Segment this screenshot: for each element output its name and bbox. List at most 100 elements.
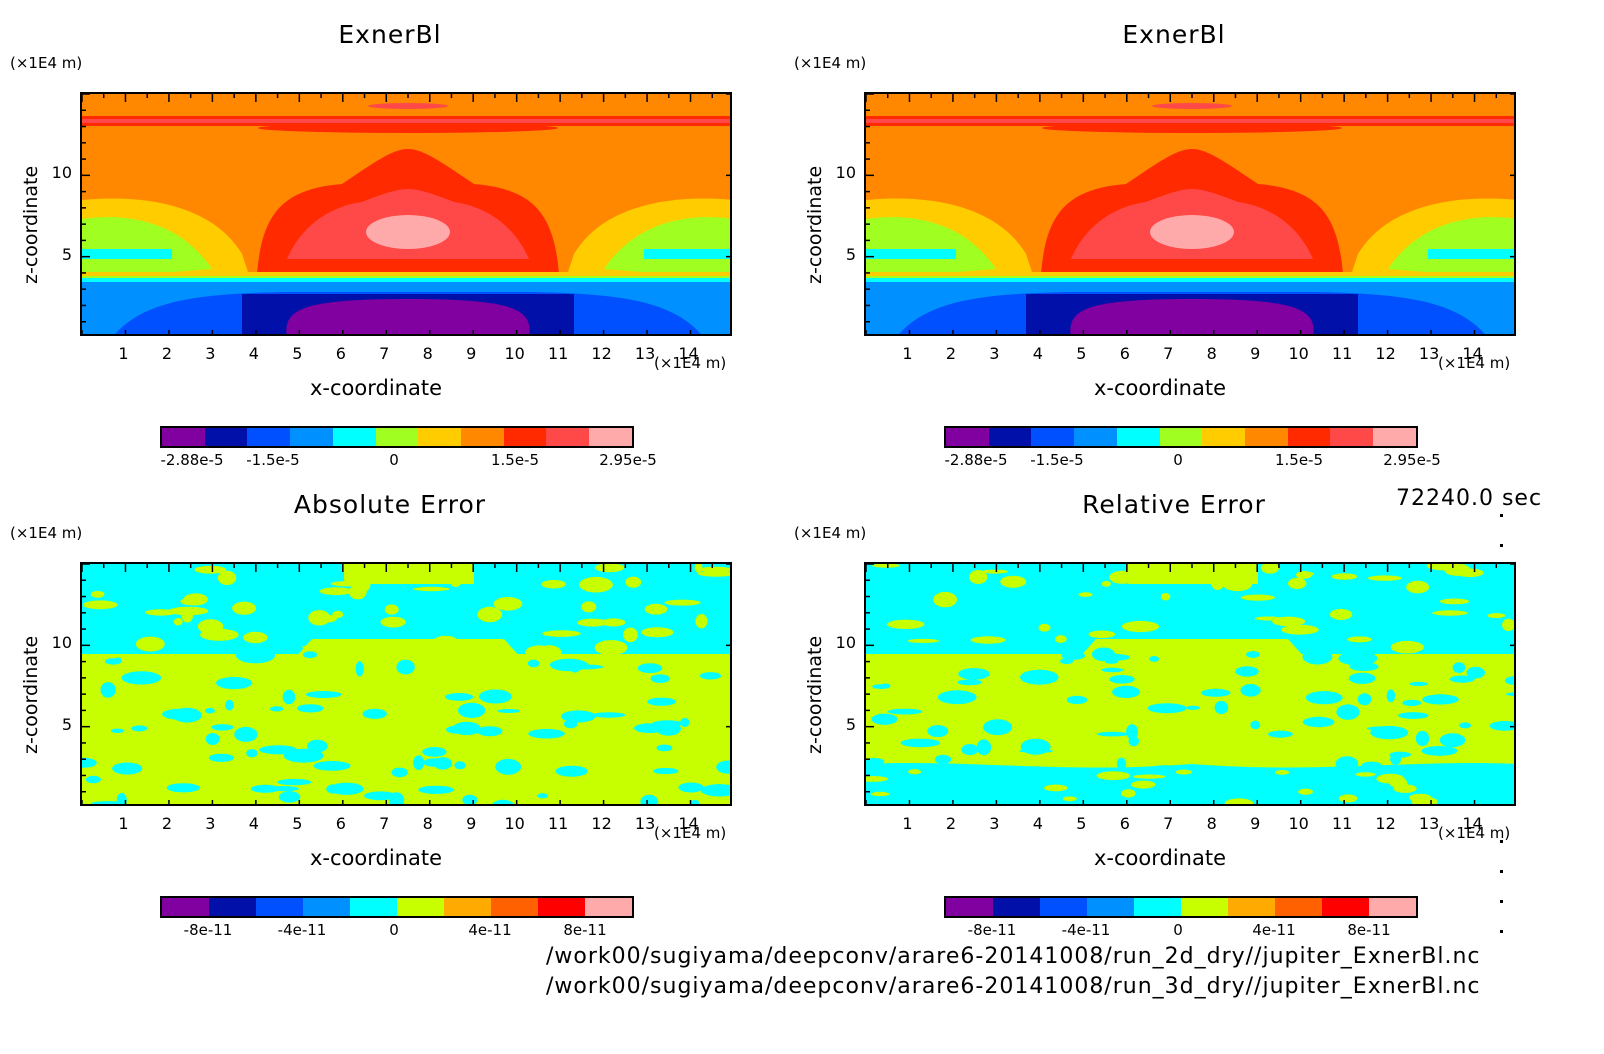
- error-patch: [1062, 796, 1077, 802]
- error-patch: [426, 571, 457, 577]
- error-patch: [699, 566, 730, 573]
- colorbar-segment: [993, 898, 1040, 916]
- decor-dot: [1500, 544, 1503, 547]
- error-patch: [362, 708, 387, 719]
- x-tick-label: 9: [1250, 814, 1261, 833]
- x-tick-label: 10: [504, 814, 525, 833]
- error-patch: [307, 739, 328, 753]
- field-right-cyan: [644, 249, 730, 259]
- error-patch: [479, 689, 512, 704]
- error-patch: [1160, 593, 1171, 601]
- field-core-purple: [1070, 299, 1314, 334]
- error-mid-region: [294, 639, 522, 659]
- error-patch: [1278, 642, 1288, 655]
- error-patch: [1274, 770, 1290, 775]
- error-patch: [1096, 731, 1129, 737]
- x-tick-label: 10: [1288, 344, 1309, 363]
- colorbar-segment: [1202, 428, 1246, 446]
- error-patch: [958, 668, 990, 680]
- error-patch: [887, 708, 923, 715]
- field-left-green: [866, 217, 996, 279]
- colorbar-label: 1.5e-5: [1274, 451, 1324, 469]
- error-patch: [477, 606, 503, 623]
- y-axis-label: z-coordinate: [804, 635, 826, 754]
- x-tick-label: 13: [1418, 344, 1440, 363]
- colorbar-label: 1.5e-5: [490, 451, 540, 469]
- error-patch: [1132, 774, 1166, 779]
- error-patch: [656, 744, 673, 752]
- error-patch: [1131, 780, 1156, 789]
- error-patch: [716, 760, 730, 774]
- x-tick-label: 4: [248, 814, 259, 833]
- x-unit-label: (×1E4 m): [1438, 354, 1511, 372]
- x-unit-label: (×1E4 m): [654, 354, 727, 372]
- x-tick-label: 1: [118, 814, 129, 833]
- error-patch: [1147, 703, 1187, 714]
- error-patch: [690, 799, 700, 804]
- x-tick-label: 8: [1206, 814, 1217, 833]
- error-patch: [1000, 575, 1027, 588]
- error-patch: [1409, 681, 1428, 686]
- error-patch: [934, 754, 952, 764]
- error-patch: [561, 710, 596, 723]
- colorbar-segment: [1245, 428, 1288, 446]
- x-tick-label: 14: [1462, 344, 1483, 363]
- x-tick-label: 12: [591, 344, 612, 363]
- error-patch: [569, 659, 581, 673]
- colorbar-segment: [946, 898, 993, 916]
- error-patch: [243, 631, 268, 644]
- contour-plot: [82, 564, 730, 804]
- error-patch: [1109, 675, 1135, 684]
- colorbar-label: -2.88e-5: [160, 451, 224, 469]
- error-patch: [205, 733, 220, 745]
- error-patch: [1504, 676, 1514, 685]
- colorbar: [944, 896, 1418, 918]
- error-patch: [640, 794, 659, 804]
- colorbar-segment: [1087, 898, 1134, 916]
- error-patch: [225, 699, 234, 711]
- error-patch: [1298, 788, 1313, 795]
- error-patch: [1336, 704, 1360, 720]
- error-patch: [1261, 564, 1279, 574]
- field-core-pink: [1150, 215, 1234, 249]
- colorbar-segment: [461, 428, 504, 446]
- error-patch: [542, 630, 581, 637]
- error-patch: [1347, 636, 1372, 643]
- error-patch: [537, 793, 549, 799]
- y-tick-label: 10: [51, 163, 72, 183]
- error-patch: [579, 576, 613, 593]
- field-band-cyan: [82, 278, 730, 282]
- error-patch: [181, 610, 193, 623]
- colorbar-segment: [332, 428, 376, 446]
- x-tick-label: 2: [945, 814, 957, 833]
- error-patch: [1459, 722, 1471, 729]
- y-tick-label: 5: [61, 714, 72, 734]
- error-patch: [380, 616, 406, 628]
- y-unit-label: (×1E4 m): [794, 54, 867, 72]
- error-patch: [112, 762, 143, 775]
- error-patch: [957, 679, 983, 686]
- error-lower-region: [82, 654, 730, 804]
- colorbar: [160, 896, 634, 918]
- error-patch: [1348, 672, 1376, 684]
- error-patch: [435, 576, 452, 584]
- error-patch: [180, 597, 204, 606]
- colorbar-segment: [589, 428, 632, 446]
- colorbar-label: 8e-11: [1347, 921, 1391, 939]
- error-patch: [1222, 577, 1253, 592]
- x-tick-label: 6: [335, 814, 346, 833]
- error-patch: [653, 767, 679, 775]
- error-top-block: [1128, 564, 1258, 584]
- colorbar-segment: [538, 898, 585, 916]
- colorbar-label: 0: [1173, 451, 1183, 469]
- x-unit-label: (×1E4 m): [1438, 824, 1511, 842]
- chart-title: Absolute Error: [293, 490, 487, 519]
- colorbar-segment: [209, 898, 256, 916]
- x-tick-label: 10: [1288, 814, 1309, 833]
- error-patch: [308, 610, 331, 626]
- error-patch: [591, 712, 626, 718]
- error-patch: [246, 749, 258, 758]
- x-tick-label: 4: [1032, 814, 1043, 833]
- error-patch: [277, 778, 312, 786]
- error-patch: [497, 709, 521, 713]
